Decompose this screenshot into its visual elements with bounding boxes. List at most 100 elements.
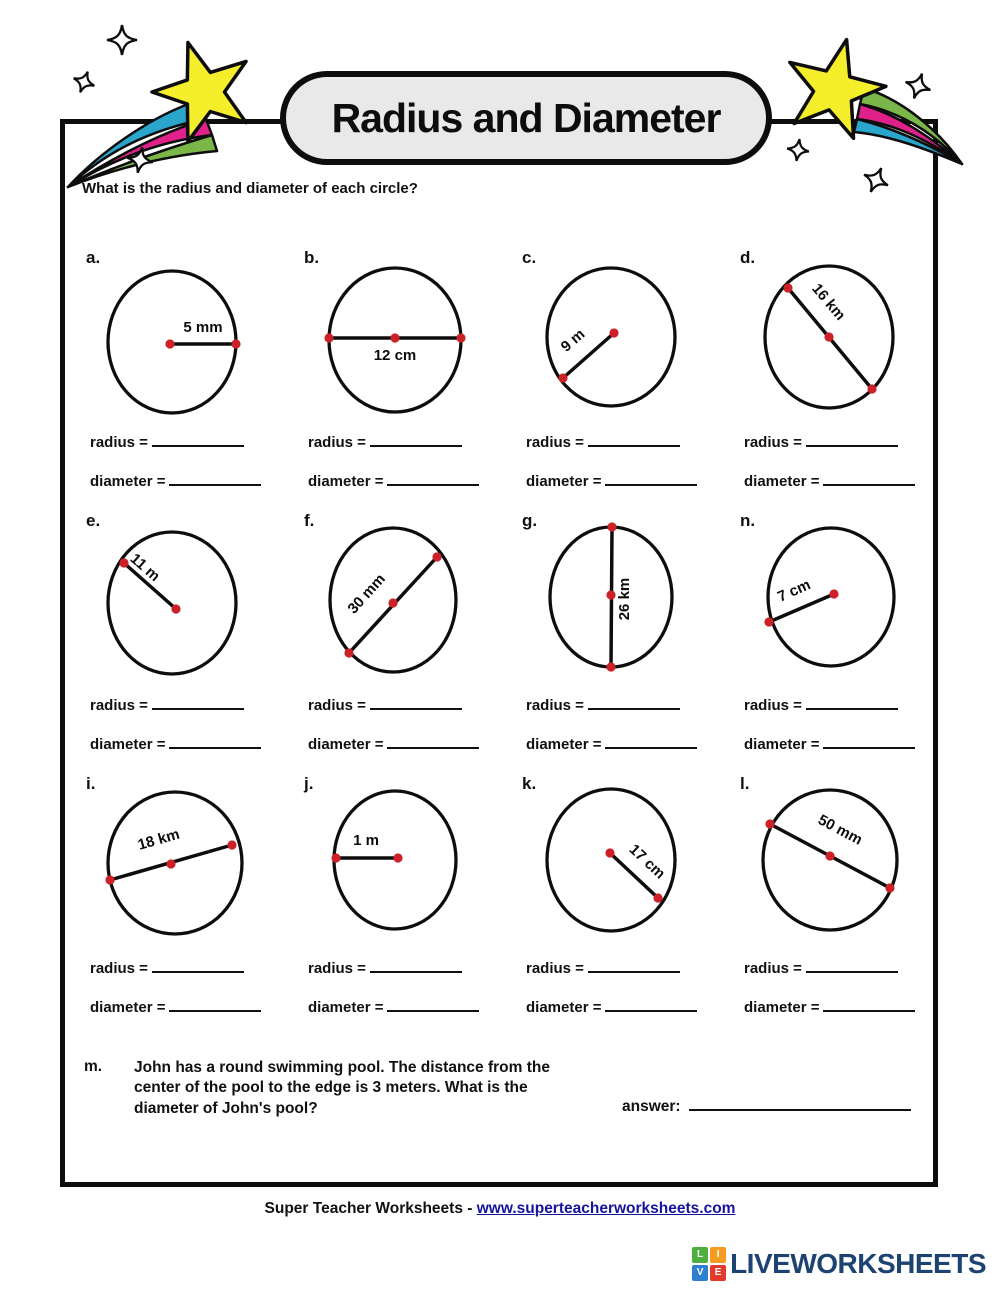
- radius-answer-row: radius =: [526, 695, 720, 714]
- problem-cell: f. 30 mm radius = diameter =: [290, 503, 502, 766]
- diameter-answer-row: diameter =: [744, 734, 938, 753]
- diameter-answer-row: diameter =: [526, 471, 720, 490]
- yellow-star: [788, 37, 888, 141]
- diameter-label: diameter =: [526, 999, 602, 1016]
- problem-cell: e. 11 m radius = diameter =: [72, 503, 284, 766]
- radius-blank[interactable]: [369, 432, 462, 447]
- radius-answer-row: radius =: [90, 958, 284, 977]
- diameter-label: diameter =: [90, 999, 166, 1016]
- problem-letter: j.: [304, 774, 314, 793]
- circle-figure: 5 mm: [106, 269, 241, 415]
- diameter-blank[interactable]: [169, 734, 262, 749]
- logo-square: V: [692, 1265, 709, 1281]
- problem-letter: i.: [86, 774, 96, 793]
- logo-text: LIVEWORKSHEETS: [730, 1248, 986, 1279]
- problem-cell: c. 9 m radius = diameter =: [508, 240, 720, 503]
- diameter-blank[interactable]: [823, 734, 916, 749]
- radius-blank[interactable]: [805, 695, 898, 710]
- measure-label: 30 mm: [344, 571, 388, 618]
- sparkle-icon: [126, 146, 154, 174]
- measure-label: 1 m: [353, 832, 379, 849]
- sparkle-icon: [863, 167, 889, 193]
- circle-figure: 1 m: [331, 789, 458, 931]
- logo-square: E: [710, 1265, 727, 1281]
- radius-label: radius =: [308, 697, 366, 714]
- sparkle-icon: [73, 71, 95, 93]
- diameter-blank[interactable]: [823, 997, 916, 1012]
- shooting-star-left-decoration: [66, 24, 248, 189]
- diameter-blank[interactable]: [387, 734, 480, 749]
- diameter-blank[interactable]: [387, 471, 480, 486]
- circle-figure: 17 cm: [545, 787, 677, 933]
- measure-label: 26 km: [616, 578, 633, 621]
- problem-cell: i. 18 km radius = diameter =: [72, 766, 284, 1029]
- diameter-label: diameter =: [744, 736, 820, 753]
- radius-blank[interactable]: [151, 958, 244, 973]
- problem-letter: d.: [740, 248, 756, 267]
- radius-label: radius =: [526, 960, 584, 977]
- measure-label: 17 cm: [626, 841, 669, 882]
- word-problem-letter: m.: [84, 1058, 103, 1075]
- radius-blank[interactable]: [151, 432, 244, 447]
- radius-blank[interactable]: [369, 695, 462, 710]
- diameter-blank[interactable]: [169, 997, 262, 1012]
- sparkle-icon: [106, 24, 138, 56]
- radius-answer-row: radius =: [526, 958, 720, 977]
- problem-letter: l.: [740, 774, 750, 793]
- diameter-answer-row: diameter =: [744, 997, 938, 1016]
- diameter-answer-row: diameter =: [90, 471, 284, 490]
- answer-group: answer:: [622, 1095, 911, 1116]
- problem-letter: k.: [522, 774, 537, 793]
- diameter-blank[interactable]: [605, 734, 698, 749]
- measure-label: 50 mm: [815, 811, 865, 848]
- diameter-answer-row: diameter =: [308, 471, 502, 490]
- radius-answer-row: radius =: [526, 432, 720, 451]
- footer-link[interactable]: www.superteacherworksheets.com: [476, 1200, 736, 1217]
- measure-label: 18 km: [136, 826, 182, 854]
- answer-blank[interactable]: [688, 1095, 911, 1111]
- radius-answer-row: radius =: [744, 958, 938, 977]
- problem-letter: c.: [522, 248, 537, 267]
- diameter-blank[interactable]: [387, 997, 480, 1012]
- diameter-label: diameter =: [526, 736, 602, 753]
- radius-blank[interactable]: [587, 958, 680, 973]
- diameter-answer-row: diameter =: [744, 471, 938, 490]
- diameter-answer-row: diameter =: [90, 997, 284, 1016]
- radius-label: radius =: [526, 434, 584, 451]
- measure-label: 9 m: [558, 326, 589, 356]
- radius-blank[interactable]: [805, 432, 898, 447]
- problem-cell: j. 1 m radius = diameter =: [290, 766, 502, 1029]
- diameter-blank[interactable]: [605, 997, 698, 1012]
- logo-square: L: [692, 1247, 709, 1263]
- diameter-blank[interactable]: [823, 471, 916, 486]
- radius-blank[interactable]: [151, 695, 244, 710]
- diameter-label: diameter =: [308, 999, 384, 1016]
- radius-blank[interactable]: [587, 695, 680, 710]
- measure-label: 12 cm: [374, 347, 417, 364]
- problem-cell: g. 26 km radius = diameter =: [508, 503, 720, 766]
- diameter-label: diameter =: [90, 736, 166, 753]
- circle-figure: 12 cm: [324, 266, 466, 414]
- diameter-label: diameter =: [744, 999, 820, 1016]
- diameter-label: diameter =: [526, 473, 602, 490]
- problem-letter: e.: [86, 511, 101, 530]
- circle-figure: 50 mm: [761, 788, 899, 932]
- diameter-blank[interactable]: [605, 471, 698, 486]
- diameter-label: diameter =: [308, 473, 384, 490]
- problem-cell: l. 50 mm radius = diameter =: [726, 766, 938, 1029]
- problem-cell: k. 17 cm radius = diameter =: [508, 766, 720, 1029]
- problem-letter: g.: [522, 511, 538, 530]
- diameter-blank[interactable]: [169, 471, 262, 486]
- radius-blank[interactable]: [587, 432, 680, 447]
- radius-answer-row: radius =: [308, 432, 502, 451]
- radius-blank[interactable]: [805, 958, 898, 973]
- page-title: Radius and Diameter: [331, 94, 722, 141]
- radius-label: radius =: [308, 960, 366, 977]
- diameter-label: diameter =: [308, 736, 384, 753]
- circle-figure: 11 m: [106, 530, 238, 676]
- radius-label: radius =: [90, 434, 148, 451]
- problem-letter: a.: [86, 248, 101, 267]
- radius-answer-row: radius =: [744, 432, 938, 451]
- radius-blank[interactable]: [369, 958, 462, 973]
